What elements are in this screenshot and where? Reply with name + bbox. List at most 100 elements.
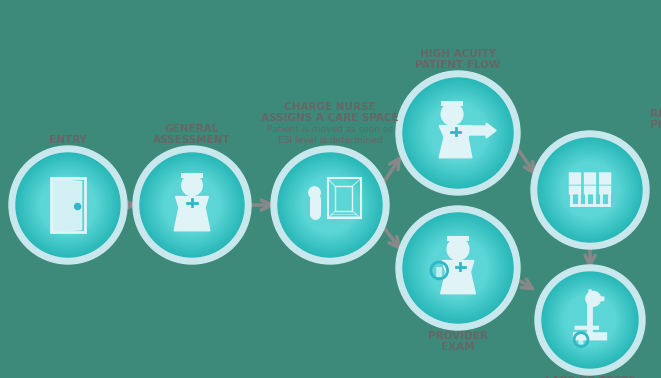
Circle shape <box>33 170 102 240</box>
Circle shape <box>546 276 634 364</box>
FancyBboxPatch shape <box>599 186 611 194</box>
Circle shape <box>562 292 618 348</box>
Text: LABS OR TESTS: LABS OR TESTS <box>545 376 635 378</box>
Circle shape <box>153 166 231 244</box>
Text: GENERAL: GENERAL <box>165 124 219 134</box>
Circle shape <box>424 99 492 167</box>
Polygon shape <box>439 125 472 137</box>
Circle shape <box>410 85 506 181</box>
Circle shape <box>31 168 105 242</box>
Circle shape <box>396 206 520 330</box>
Circle shape <box>291 166 369 244</box>
Circle shape <box>428 103 488 163</box>
FancyBboxPatch shape <box>447 236 469 241</box>
Circle shape <box>551 151 629 229</box>
Circle shape <box>538 138 642 242</box>
Circle shape <box>309 187 321 198</box>
Circle shape <box>16 153 120 257</box>
Circle shape <box>542 272 638 368</box>
Text: EXAM: EXAM <box>442 342 475 352</box>
Circle shape <box>271 146 389 264</box>
Circle shape <box>535 265 645 375</box>
Circle shape <box>416 227 499 309</box>
Circle shape <box>20 157 116 253</box>
Circle shape <box>151 164 233 246</box>
Circle shape <box>403 213 513 323</box>
FancyBboxPatch shape <box>181 173 203 178</box>
Circle shape <box>299 175 360 235</box>
Polygon shape <box>53 180 81 232</box>
Circle shape <box>410 220 506 316</box>
Circle shape <box>284 160 375 251</box>
Circle shape <box>542 143 638 238</box>
FancyBboxPatch shape <box>568 186 581 194</box>
Circle shape <box>419 94 497 172</box>
Circle shape <box>40 177 96 233</box>
Circle shape <box>36 172 100 237</box>
Circle shape <box>412 222 504 314</box>
Text: PROVIDER: PROVIDER <box>428 331 488 341</box>
Text: HIGH ACUITY: HIGH ACUITY <box>420 49 496 59</box>
Circle shape <box>297 172 362 237</box>
Circle shape <box>280 155 380 255</box>
Polygon shape <box>442 260 474 272</box>
FancyBboxPatch shape <box>587 297 593 333</box>
Circle shape <box>144 157 240 253</box>
Text: ASSIGNS A CARE SPACE: ASSIGNS A CARE SPACE <box>261 113 399 123</box>
Polygon shape <box>175 208 210 231</box>
Circle shape <box>142 155 242 255</box>
Circle shape <box>18 155 118 255</box>
Circle shape <box>133 146 251 264</box>
FancyBboxPatch shape <box>578 336 584 344</box>
Circle shape <box>302 177 358 233</box>
Text: CHARGE NURSE: CHARGE NURSE <box>284 102 375 112</box>
Circle shape <box>554 284 626 356</box>
Circle shape <box>586 291 601 306</box>
Circle shape <box>414 90 502 177</box>
Circle shape <box>159 172 225 237</box>
FancyBboxPatch shape <box>599 172 611 185</box>
Circle shape <box>403 78 513 188</box>
Polygon shape <box>441 272 475 294</box>
Circle shape <box>182 175 202 196</box>
Circle shape <box>557 158 623 223</box>
Circle shape <box>447 238 469 260</box>
Text: RESULTS: RESULTS <box>650 109 661 119</box>
Circle shape <box>408 218 508 318</box>
Circle shape <box>560 290 620 350</box>
Circle shape <box>9 146 127 264</box>
Circle shape <box>428 238 488 298</box>
Circle shape <box>162 175 222 235</box>
Circle shape <box>540 140 640 240</box>
Circle shape <box>278 153 382 257</box>
Bar <box>52 178 85 232</box>
Text: ENTRY: ENTRY <box>49 135 87 145</box>
FancyBboxPatch shape <box>588 290 592 298</box>
FancyArrow shape <box>469 123 496 138</box>
Circle shape <box>29 166 107 244</box>
Circle shape <box>289 164 371 246</box>
Circle shape <box>287 162 373 248</box>
Circle shape <box>564 294 616 346</box>
Circle shape <box>416 92 499 174</box>
Circle shape <box>421 96 494 170</box>
Circle shape <box>38 175 98 235</box>
Circle shape <box>293 168 367 242</box>
Circle shape <box>157 170 227 240</box>
Circle shape <box>414 225 502 311</box>
Text: ASSESSMENT: ASSESSMENT <box>153 135 231 145</box>
FancyBboxPatch shape <box>573 332 607 341</box>
Circle shape <box>426 101 490 165</box>
Circle shape <box>147 160 237 251</box>
Polygon shape <box>176 197 208 208</box>
FancyBboxPatch shape <box>584 172 596 185</box>
FancyBboxPatch shape <box>584 186 596 194</box>
Circle shape <box>545 144 635 235</box>
Circle shape <box>553 153 627 227</box>
FancyBboxPatch shape <box>568 172 581 185</box>
Text: Patient is moved as soon as: Patient is moved as soon as <box>267 125 393 134</box>
Circle shape <box>426 236 490 300</box>
Circle shape <box>558 288 622 352</box>
Circle shape <box>22 160 114 251</box>
Circle shape <box>164 177 220 233</box>
